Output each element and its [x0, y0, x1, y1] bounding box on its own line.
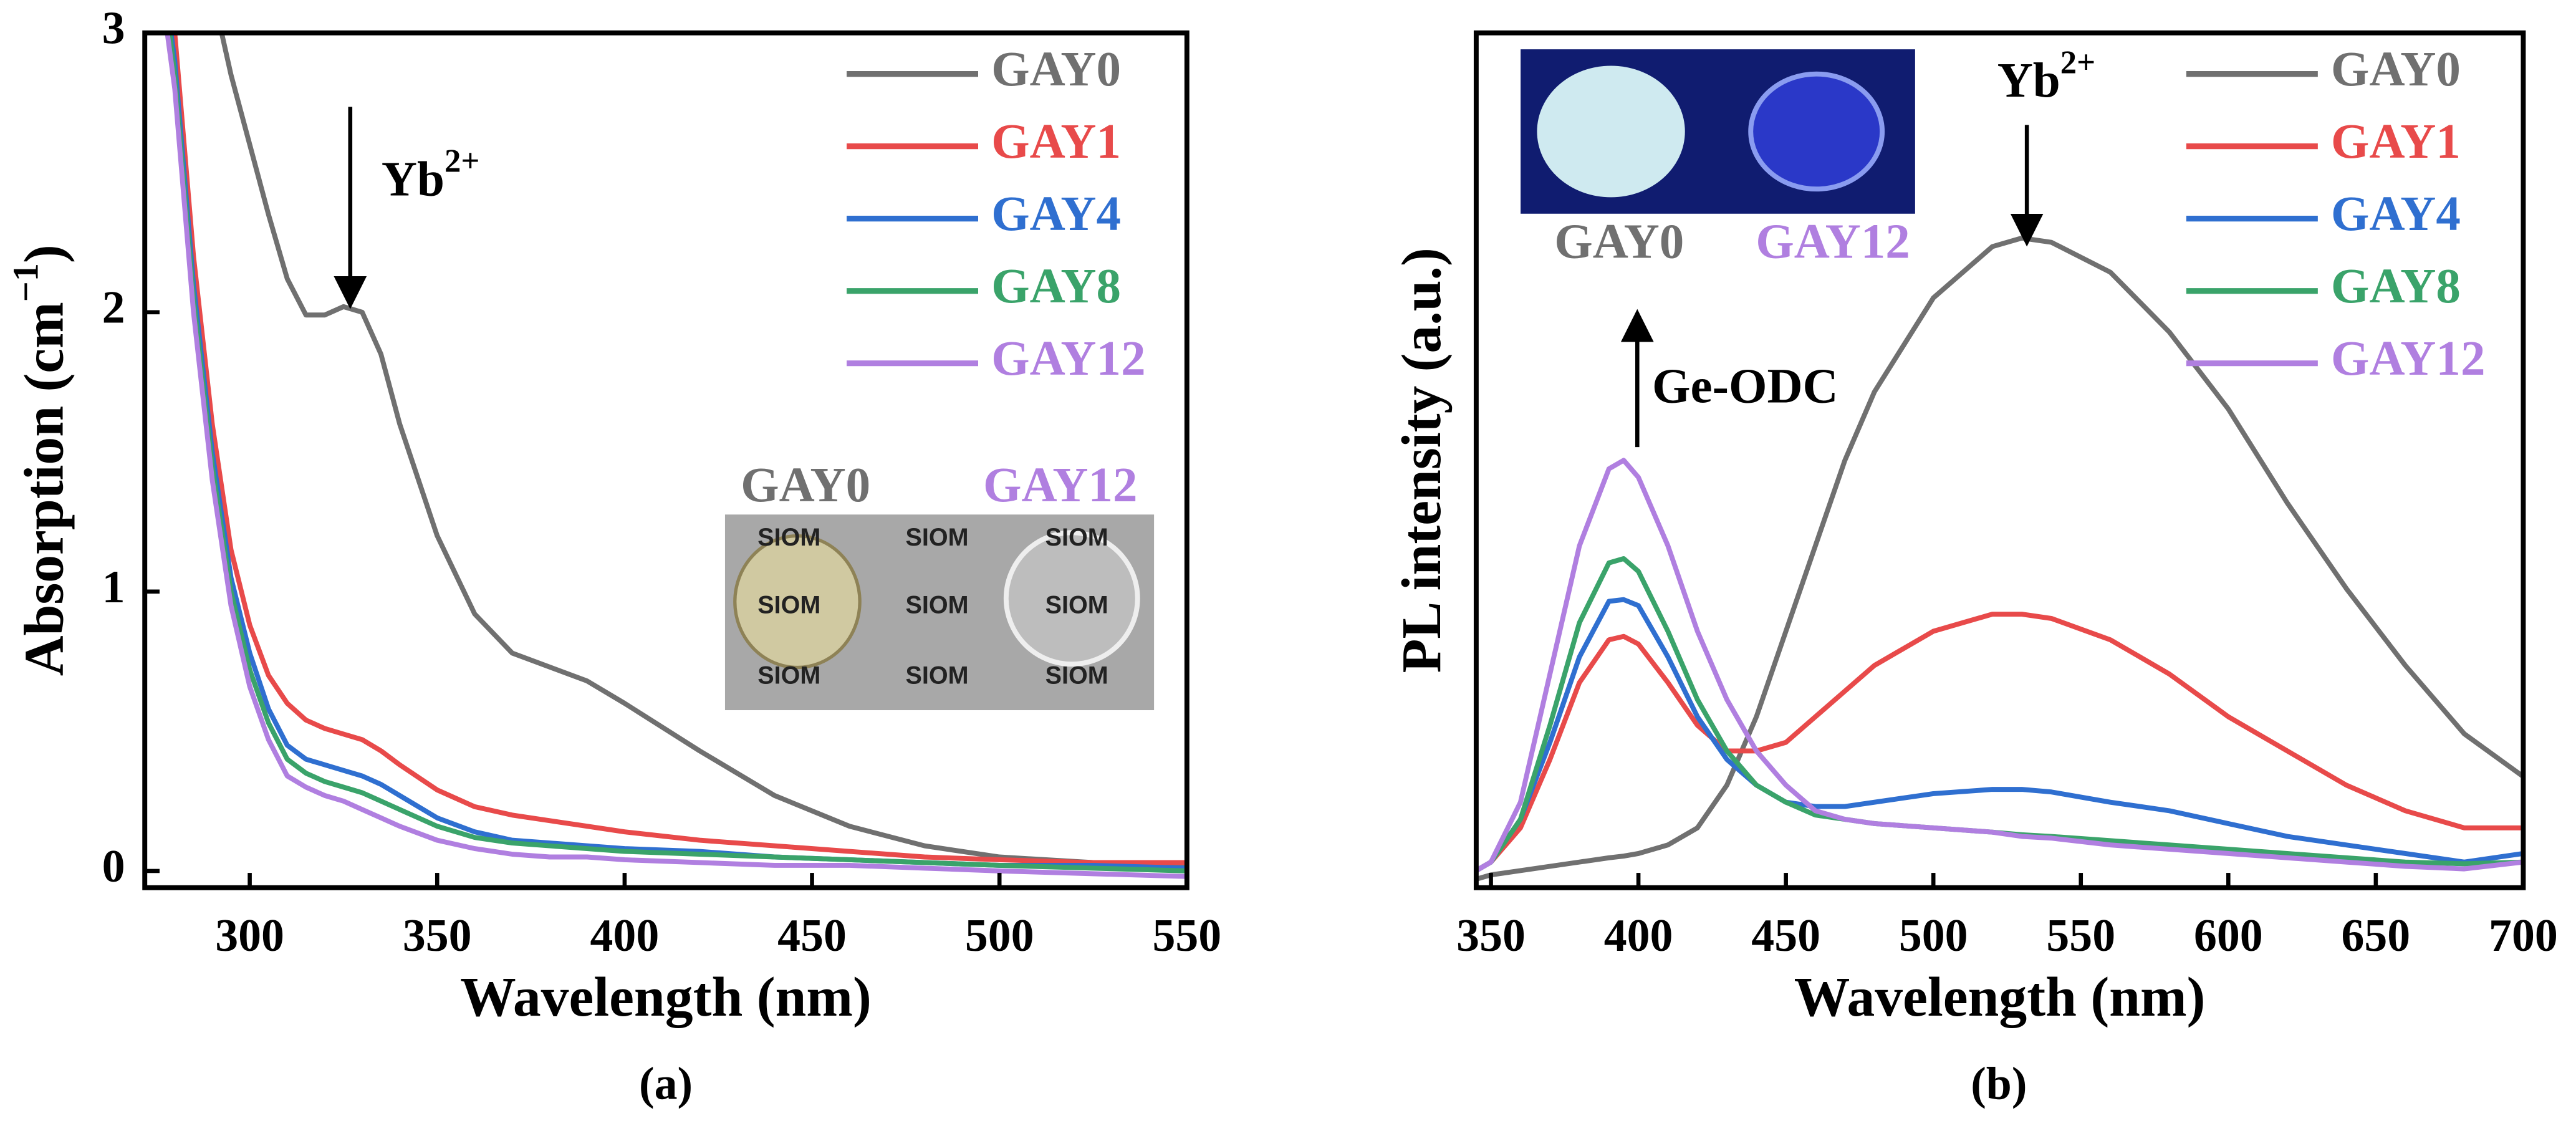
x-tick-label: 600	[2194, 910, 2263, 961]
annotation: Yb2+	[382, 143, 480, 207]
y-tick-label: 2	[102, 282, 125, 333]
panel-label: (b)	[1971, 1057, 2027, 1109]
inset-label: GAY0	[741, 458, 870, 513]
annotation-text: Yb	[1997, 54, 2060, 108]
y-axis-label: PL intensity (a.u.)	[1390, 248, 1452, 673]
annotation-sup: 2+	[445, 143, 479, 180]
inset-label: GAY12	[1756, 215, 1910, 269]
inset-text: SIOM	[1045, 591, 1108, 618]
glow-sample	[1537, 65, 1685, 198]
inset-text: SIOM	[906, 524, 969, 551]
x-tick-label: 650	[2342, 910, 2411, 961]
legend-label: GAY1	[991, 115, 1121, 169]
x-tick-label: 450	[777, 910, 847, 961]
series-line	[1476, 597, 2524, 873]
x-tick-label: 550	[2046, 910, 2115, 961]
inset-text: SIOM	[757, 591, 820, 618]
x-tick-label: 500	[965, 910, 1034, 961]
annotation-text: Ge-ODC	[1652, 360, 1838, 414]
y-tick-label: 0	[102, 840, 125, 892]
glass-sample	[1003, 530, 1140, 667]
plot-frame	[142, 30, 1189, 890]
x-tick-label: 350	[1456, 910, 1526, 961]
inset-text: SIOM	[906, 591, 969, 618]
legend-label: GAY1	[2331, 115, 2461, 169]
y-tick-label: 3	[102, 2, 125, 54]
y-label-sup: −1	[6, 263, 46, 302]
series-line	[1476, 612, 2524, 873]
legend-label: GAY4	[991, 187, 1121, 241]
y-label-text: PL intensity (a.u.)	[1390, 248, 1452, 673]
legend-label: GAY4	[2331, 187, 2461, 241]
y-axis-label: Absorption (cm−1)	[6, 244, 75, 676]
glow-sample	[1748, 71, 1885, 192]
annotation-sup: 2+	[2060, 45, 2095, 81]
plot-lines	[165, 32, 1187, 879]
inset-text: SIOM	[757, 662, 820, 690]
x-axis-label: Wavelength (nm)	[1794, 966, 2206, 1028]
plot-lines	[1476, 235, 2524, 882]
x-tick-label: 400	[590, 910, 660, 961]
inset-text: SIOM	[1045, 662, 1108, 690]
y-label-end: )	[13, 244, 75, 263]
legend-label: GAY0	[2331, 42, 2461, 97]
y-label-text: Absorption (cm	[13, 302, 75, 676]
inset-text: SIOM	[906, 662, 969, 690]
x-tick-label: 400	[1604, 910, 1673, 961]
legend-label: GAY8	[991, 259, 1121, 314]
panel-label: (a)	[639, 1057, 693, 1109]
x-tick-label: 700	[2489, 910, 2558, 961]
x-tick-label: 500	[1899, 910, 1968, 961]
annotation: Ge-ODC	[1652, 360, 1838, 414]
inset-label: GAY0	[1554, 215, 1684, 269]
annotation: Yb2+	[1997, 45, 2096, 108]
legend-label: GAY12	[2331, 332, 2486, 386]
series-line	[167, 32, 1187, 874]
glass-sample	[733, 534, 862, 670]
x-tick-label: 300	[215, 910, 284, 961]
x-tick-label: 350	[403, 910, 472, 961]
legend-label: GAY12	[991, 332, 1146, 386]
series-line	[1476, 458, 2524, 873]
x-axis-label: Wavelength (nm)	[460, 966, 872, 1028]
series-line	[165, 32, 1187, 879]
legend-label: GAY0	[991, 42, 1121, 97]
plot-frame	[1473, 30, 2526, 890]
series-line	[1476, 235, 2524, 882]
series-line	[219, 32, 1187, 868]
inset-text: SIOM	[757, 524, 820, 551]
y-tick-label: 1	[102, 561, 125, 612]
annotation-text: Yb	[382, 152, 445, 206]
x-tick-label: 550	[1152, 910, 1221, 961]
x-tick-label: 450	[1751, 910, 1820, 961]
series-line	[172, 32, 1187, 865]
legend-label: GAY8	[2331, 259, 2461, 314]
inset-label: GAY12	[983, 458, 1138, 513]
inset-text: SIOM	[1045, 524, 1108, 551]
